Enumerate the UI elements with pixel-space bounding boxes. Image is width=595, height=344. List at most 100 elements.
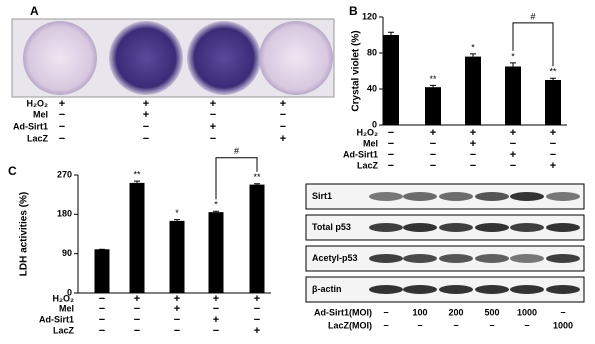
sign: − — [280, 109, 286, 121]
y-tick-label: 80 — [367, 47, 377, 57]
band — [510, 192, 544, 201]
y-axis-label: Crystal violet (%) — [351, 30, 362, 111]
error-bar — [510, 62, 516, 67]
bar — [505, 66, 521, 125]
y-axis-label: LDH activities (%) — [19, 192, 30, 276]
sign: + — [143, 109, 149, 121]
sign: − — [470, 160, 476, 172]
sign: − — [174, 314, 180, 326]
error-bar — [134, 180, 140, 183]
blot-label: β-actin — [312, 284, 342, 294]
blot-label: Total p53 — [312, 222, 351, 232]
sign: + — [210, 98, 216, 110]
significance: * — [471, 42, 475, 52]
band — [403, 192, 437, 201]
sign: + — [510, 127, 516, 139]
sign: − — [99, 325, 105, 337]
sign: − — [134, 314, 140, 326]
row-label: Ad-Sirt1 — [343, 149, 378, 159]
sign: − — [99, 293, 105, 305]
sign: − — [254, 314, 260, 326]
error-bar — [254, 183, 260, 185]
sign: − — [99, 303, 105, 315]
sign: + — [510, 149, 516, 161]
band — [403, 254, 437, 263]
bar — [208, 212, 224, 293]
band — [439, 254, 473, 263]
sign: − — [388, 160, 394, 172]
sign: − — [174, 325, 180, 337]
y-tick-label: 40 — [367, 83, 377, 93]
sign: − — [59, 109, 65, 121]
bracket — [215, 157, 258, 200]
sign: − — [430, 138, 436, 150]
band — [510, 254, 544, 263]
band — [546, 285, 580, 294]
significance: ** — [133, 169, 141, 179]
sign: − — [59, 133, 65, 145]
significance: ** — [253, 172, 261, 182]
sign: − — [430, 160, 436, 172]
band — [403, 223, 437, 232]
bar — [545, 80, 561, 125]
condition-value: 100 — [412, 307, 427, 317]
sign: − — [430, 149, 436, 161]
well — [109, 21, 183, 95]
significance: ** — [429, 74, 437, 84]
error-bar — [470, 53, 476, 57]
band — [510, 223, 544, 232]
band — [510, 285, 544, 294]
significance: * — [511, 51, 515, 61]
bar — [129, 182, 145, 293]
sign: + — [143, 98, 149, 110]
row-label: H₂O₂ — [27, 98, 49, 108]
condition-value: − — [524, 320, 529, 330]
sign: − — [210, 109, 216, 121]
condition-value: − — [453, 320, 458, 330]
error-bar — [213, 210, 219, 213]
y-tick-label: 120 — [362, 11, 377, 21]
well — [187, 21, 261, 95]
sign: + — [210, 121, 216, 133]
sign: + — [280, 98, 286, 110]
sign: + — [470, 127, 476, 139]
sign: + — [174, 293, 180, 305]
y-tick-label: 270 — [57, 169, 72, 179]
y-tick-label: 180 — [57, 209, 72, 219]
row-label: H₂O₂ — [53, 293, 75, 303]
sign: − — [510, 138, 516, 150]
band — [475, 192, 509, 201]
bar — [383, 35, 399, 125]
band — [475, 285, 509, 294]
sign: + — [470, 138, 476, 150]
condition-value: 1000 — [517, 307, 537, 317]
sign: − — [388, 127, 394, 139]
error-bar — [550, 77, 556, 80]
condition-value: − — [560, 307, 565, 317]
sign: + — [254, 325, 260, 337]
y-tick-label: 0 — [67, 287, 72, 297]
y-tick-label: 90 — [62, 248, 72, 258]
error-bar — [388, 31, 394, 35]
sign: − — [134, 325, 140, 337]
band — [475, 223, 509, 232]
sign: + — [134, 293, 140, 305]
band — [439, 223, 473, 232]
band — [475, 254, 509, 263]
condition-value: 200 — [448, 307, 463, 317]
band — [546, 254, 580, 263]
panel-label: A — [30, 4, 39, 18]
band — [403, 285, 437, 294]
row-label: LacZ(MOI) — [328, 320, 372, 330]
condition-value: − — [383, 307, 388, 317]
sign: − — [510, 160, 516, 172]
significance: ** — [549, 67, 557, 77]
condition-value: − — [417, 320, 422, 330]
condition-value: 500 — [484, 307, 499, 317]
sign: − — [134, 303, 140, 315]
condition-value: − — [489, 320, 494, 330]
band — [439, 192, 473, 201]
panel-label: C — [8, 164, 17, 178]
